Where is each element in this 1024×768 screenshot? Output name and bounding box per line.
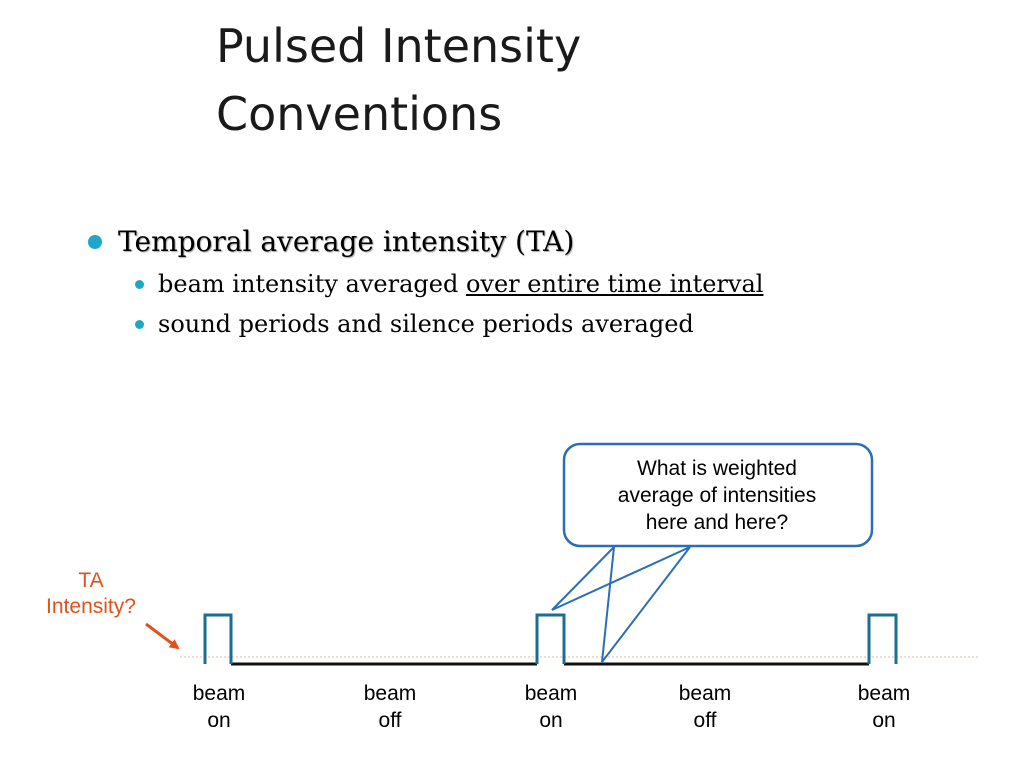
beam-label-5: beam on bbox=[834, 680, 934, 734]
title-line-2: Conventions bbox=[216, 87, 503, 141]
callout-pointer-1 bbox=[551, 546, 615, 611]
ta-arrow-icon bbox=[145, 622, 180, 650]
callout-line-3: here and here? bbox=[645, 511, 789, 534]
beam-label-2-line1: beam bbox=[363, 682, 417, 705]
sub-bullet-dot-icon bbox=[135, 320, 144, 329]
beam-label-5-line1: beam bbox=[857, 682, 911, 705]
beam-label-4-line2: off bbox=[693, 709, 717, 732]
beam-label-1: beam on bbox=[169, 680, 269, 734]
callout-pointer-4 bbox=[601, 546, 691, 663]
beam-label-5-line2: on bbox=[872, 709, 896, 732]
beam-label-4: beam off bbox=[655, 680, 755, 734]
title-line-1: Pulsed Intensity bbox=[216, 19, 582, 73]
sub-bullet-dot-icon bbox=[135, 280, 144, 289]
sub-bullet-1-prefix: beam intensity averaged bbox=[158, 270, 466, 298]
pulse-1 bbox=[203, 613, 233, 664]
beam-label-1-line1: beam bbox=[192, 682, 246, 705]
callout-text: What is weighted average of intensities … bbox=[575, 455, 859, 536]
callout-pointer-2 bbox=[551, 546, 691, 611]
slide-title: Pulsed Intensity Conventions bbox=[216, 12, 916, 148]
bullet-main-text: Temporal average intensity (TA) bbox=[118, 225, 575, 258]
ta-label-line-2: Intensity? bbox=[46, 595, 136, 618]
bullet-main: Temporal average intensity (TA) bbox=[88, 222, 988, 262]
beam-label-2-line2: off bbox=[378, 709, 402, 732]
callout-line-1: What is weighted bbox=[637, 457, 797, 480]
beam-label-1-line2: on bbox=[207, 709, 231, 732]
bullet-list: Temporal average intensity (TA) beam int… bbox=[88, 222, 988, 344]
sub-bullet-1-underlined: over entire time interval bbox=[465, 270, 764, 298]
beam-label-2: beam off bbox=[340, 680, 440, 734]
pulse-3 bbox=[867, 613, 898, 664]
ta-intensity-label: TA Intensity? bbox=[30, 568, 152, 620]
beam-label-3-line2: on bbox=[539, 709, 563, 732]
sub-bullet-2-text: sound periods and silence periods averag… bbox=[158, 310, 694, 338]
sub-bullet-2: sound periods and silence periods averag… bbox=[133, 304, 988, 344]
sub-bullet-1: beam intensity averaged over entire time… bbox=[133, 264, 988, 304]
ta-label-line-1: TA bbox=[78, 569, 104, 592]
bullet-dot-icon bbox=[88, 235, 102, 249]
callout-pointer-3 bbox=[601, 546, 615, 663]
callout-box bbox=[562, 442, 874, 548]
beam-label-4-line1: beam bbox=[678, 682, 732, 705]
beam-label-3: beam on bbox=[501, 680, 601, 734]
beam-label-3-line1: beam bbox=[524, 682, 578, 705]
pulse-2 bbox=[535, 613, 566, 664]
callout-line-2: average of intensities bbox=[617, 484, 817, 507]
